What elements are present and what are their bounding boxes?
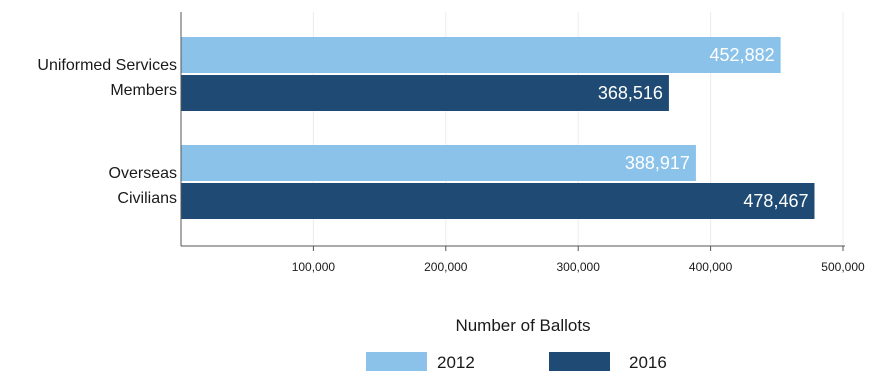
x-tick-label: 500,000 [821,260,865,274]
legend: 2012 2016 [366,352,667,372]
category-label-line: Civilians [117,190,177,207]
x-axis-title: Number of Ballots [455,316,590,335]
bar-value-label: 478,467 [743,191,808,211]
bar-2016-1 [181,183,815,219]
legend-swatch-2012 [366,352,427,371]
x-tick-label: 300,000 [557,260,601,274]
x-tick-label: 400,000 [689,260,733,274]
bars [181,37,815,219]
legend-label-2012: 2012 [437,353,475,372]
bar-2012-1 [181,145,696,181]
labels: 100,000 200,000 300,000 400,000 500,000 452,8… [37,45,865,274]
x-tick-label: 100,000 [292,260,336,274]
category-label-line: Uniformed Services [37,57,177,74]
legend-swatch-2016 [549,352,610,371]
category-label: Uniformed Services Members [37,57,177,99]
bar-value-label: 368,516 [598,83,663,103]
legend-label-2016: 2016 [629,353,667,372]
axes [180,12,845,247]
category-label-line: Members [110,82,177,99]
category-label: Overseas Civilians [109,165,177,207]
bar-2016-0 [181,75,669,111]
bar-value-label: 452,882 [710,45,775,65]
x-tick-label: 200,000 [424,260,468,274]
bar-2012-0 [181,37,781,73]
category-label-line: Overseas [109,165,177,182]
bar-value-label: 388,917 [625,153,690,173]
